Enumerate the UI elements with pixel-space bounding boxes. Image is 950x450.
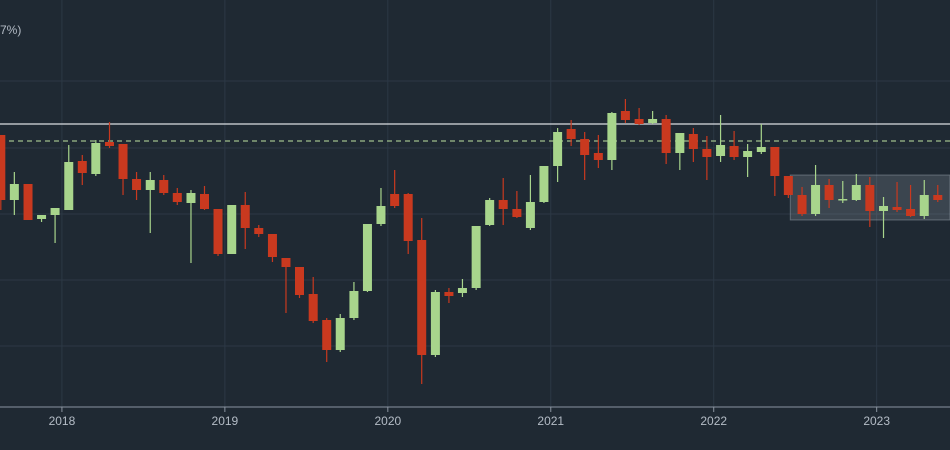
candle-body xyxy=(335,318,345,350)
candle-body xyxy=(0,135,6,200)
candle-body xyxy=(933,195,943,200)
candle-body xyxy=(756,147,766,152)
candle-body xyxy=(471,226,481,288)
candle-body xyxy=(770,147,780,176)
candle-body xyxy=(349,291,359,318)
candle-body xyxy=(200,194,210,209)
x-tick-label: 2020 xyxy=(374,414,401,428)
candle-body xyxy=(105,142,115,146)
candle-body xyxy=(186,193,196,203)
candle-body xyxy=(281,258,291,267)
candle-body xyxy=(417,240,427,355)
candle-body xyxy=(77,161,87,173)
candle-body xyxy=(254,228,264,234)
x-tick-label: 2022 xyxy=(700,414,727,428)
x-tick-label: 2021 xyxy=(537,414,564,428)
candle-body xyxy=(580,139,590,155)
candle-body xyxy=(267,234,277,257)
candle-body xyxy=(308,294,318,321)
candle-body xyxy=(227,205,237,254)
candle-body xyxy=(797,195,807,214)
candle-body xyxy=(64,162,74,210)
candle-body xyxy=(851,185,861,200)
x-tick-label: 2019 xyxy=(212,414,239,428)
candle-body xyxy=(240,205,250,228)
candle-body xyxy=(295,267,305,295)
candle-body xyxy=(145,180,155,190)
candle-body xyxy=(553,132,563,166)
subtitle: 7%) xyxy=(0,23,21,37)
candle-body xyxy=(322,320,332,350)
candle-body xyxy=(444,292,454,296)
candle-body xyxy=(648,119,658,123)
candle-body xyxy=(172,193,182,202)
candle-body xyxy=(390,194,400,206)
candle-body xyxy=(37,215,47,219)
candle-body xyxy=(824,185,834,200)
x-tick-label: 2018 xyxy=(49,414,76,428)
candle-body xyxy=(403,194,413,241)
candle-body xyxy=(906,209,916,216)
candle-body xyxy=(457,288,467,293)
candle-body xyxy=(118,144,128,179)
candle-body xyxy=(566,129,576,139)
candle-body xyxy=(783,176,793,195)
candle-body xyxy=(675,133,685,153)
candle-body xyxy=(702,149,712,157)
candle-body xyxy=(743,151,753,157)
candle-body xyxy=(865,185,875,211)
candle-body xyxy=(430,292,440,355)
candle-body xyxy=(661,119,671,153)
candle-body xyxy=(607,113,617,160)
candle-body xyxy=(50,208,60,215)
candle-body xyxy=(213,209,223,254)
candle-body xyxy=(919,195,929,216)
candle-body xyxy=(498,200,508,209)
candle-body xyxy=(634,119,644,124)
candle-body xyxy=(362,224,372,291)
candle-body xyxy=(512,209,522,217)
candle-body xyxy=(879,206,889,211)
candle-body xyxy=(9,184,19,200)
candle-body xyxy=(376,206,386,224)
candle-body xyxy=(485,200,495,225)
candle-body xyxy=(23,184,33,220)
x-tick-label: 2023 xyxy=(863,414,890,428)
candle-body xyxy=(525,202,535,228)
candle-body xyxy=(729,146,739,157)
candle-body xyxy=(132,179,142,190)
candle-body xyxy=(539,166,549,202)
candle-body xyxy=(91,143,101,174)
candle-body xyxy=(838,199,848,201)
candle-body xyxy=(811,185,821,214)
candle-body xyxy=(159,180,169,193)
candle-body xyxy=(688,134,698,149)
candle-body xyxy=(892,207,902,210)
candle-body xyxy=(593,153,603,160)
candle-body xyxy=(620,111,630,120)
candle-body xyxy=(716,145,726,156)
